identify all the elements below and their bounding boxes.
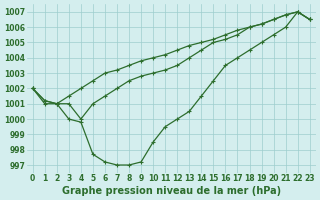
- X-axis label: Graphe pression niveau de la mer (hPa): Graphe pression niveau de la mer (hPa): [62, 186, 281, 196]
